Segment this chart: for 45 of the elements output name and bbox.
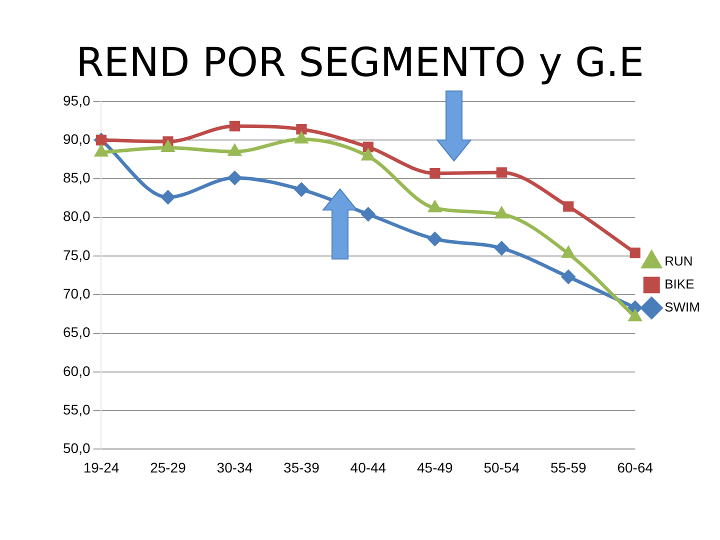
point <box>496 167 507 178</box>
x-tick-label: 30-34 <box>216 459 253 476</box>
point <box>430 168 440 179</box>
point <box>296 124 307 135</box>
point <box>229 120 240 132</box>
x-tick-label: 50-54 <box>484 459 520 476</box>
point <box>496 207 508 218</box>
point <box>228 171 242 185</box>
y-tick-label: 60,0 <box>63 362 90 379</box>
legend-label: RUN <box>664 254 693 269</box>
point <box>628 301 642 315</box>
x-tick-label: 55-59 <box>550 459 586 476</box>
point <box>629 310 642 322</box>
point <box>428 232 442 246</box>
point <box>96 134 107 146</box>
point <box>161 190 175 204</box>
x-tick-label: 25-29 <box>150 459 186 476</box>
y-tick-label: 90,0 <box>63 130 90 147</box>
chart-title: REND POR SEGMENTO y G.E <box>75 40 645 86</box>
y-tick-label: 85,0 <box>63 170 90 186</box>
x-tick-label: 45-49 <box>417 459 454 476</box>
point <box>428 201 441 212</box>
point <box>563 201 574 212</box>
point <box>562 246 574 258</box>
x-tick-label: 19-24 <box>83 459 120 476</box>
y-tick-label: 80,0 <box>63 208 90 224</box>
x-tick-label: 40-44 <box>350 459 386 476</box>
x-tick-label: 60-64 <box>617 459 654 476</box>
point <box>361 207 375 221</box>
point <box>95 146 108 157</box>
point <box>362 142 374 152</box>
point <box>228 144 241 156</box>
y-tick-label: 75,0 <box>63 246 90 263</box>
y-tick-label: 70,0 <box>63 285 90 302</box>
x-tick-label: 35-39 <box>284 459 320 476</box>
y-tick-label: 95,0 <box>63 92 90 108</box>
point <box>562 270 576 284</box>
legend-label: SWIM <box>664 300 700 315</box>
y-tick-label: 65,0 <box>63 324 90 340</box>
legend-label: BIKE <box>664 276 695 292</box>
point <box>294 182 308 196</box>
point <box>630 248 640 258</box>
point <box>494 242 508 255</box>
y-tick-label: 55,0 <box>63 401 90 418</box>
y-tick-label: 50,0 <box>63 440 90 456</box>
